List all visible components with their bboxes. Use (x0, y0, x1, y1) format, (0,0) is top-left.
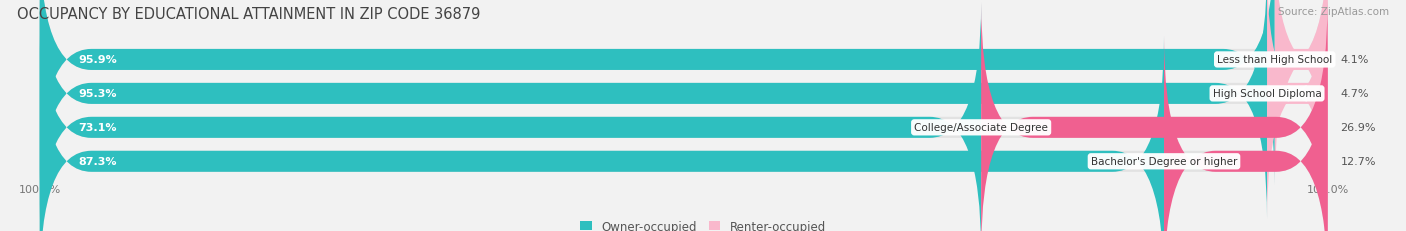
Text: 4.7%: 4.7% (1340, 89, 1369, 99)
FancyBboxPatch shape (1164, 37, 1327, 231)
Text: 95.3%: 95.3% (79, 89, 117, 99)
FancyBboxPatch shape (1267, 0, 1327, 219)
Text: 4.1%: 4.1% (1340, 55, 1369, 65)
Text: Source: ZipAtlas.com: Source: ZipAtlas.com (1278, 7, 1389, 17)
FancyBboxPatch shape (39, 0, 1327, 219)
Text: Bachelor's Degree or higher: Bachelor's Degree or higher (1091, 157, 1237, 167)
Text: OCCUPANCY BY EDUCATIONAL ATTAINMENT IN ZIP CODE 36879: OCCUPANCY BY EDUCATIONAL ATTAINMENT IN Z… (17, 7, 481, 22)
Text: Less than High School: Less than High School (1218, 55, 1333, 65)
FancyBboxPatch shape (39, 0, 1327, 185)
FancyBboxPatch shape (39, 37, 1327, 231)
Text: 73.1%: 73.1% (79, 123, 117, 133)
Text: 12.7%: 12.7% (1340, 157, 1376, 167)
Text: 26.9%: 26.9% (1340, 123, 1376, 133)
FancyBboxPatch shape (981, 3, 1327, 231)
FancyBboxPatch shape (1275, 0, 1327, 185)
FancyBboxPatch shape (39, 3, 981, 231)
FancyBboxPatch shape (39, 0, 1267, 219)
FancyBboxPatch shape (39, 0, 1275, 185)
Legend: Owner-occupied, Renter-occupied: Owner-occupied, Renter-occupied (579, 220, 827, 231)
Text: High School Diploma: High School Diploma (1212, 89, 1322, 99)
Text: 87.3%: 87.3% (79, 157, 117, 167)
Text: 95.9%: 95.9% (79, 55, 117, 65)
FancyBboxPatch shape (39, 37, 1164, 231)
FancyBboxPatch shape (39, 3, 1327, 231)
Text: College/Associate Degree: College/Associate Degree (914, 123, 1047, 133)
